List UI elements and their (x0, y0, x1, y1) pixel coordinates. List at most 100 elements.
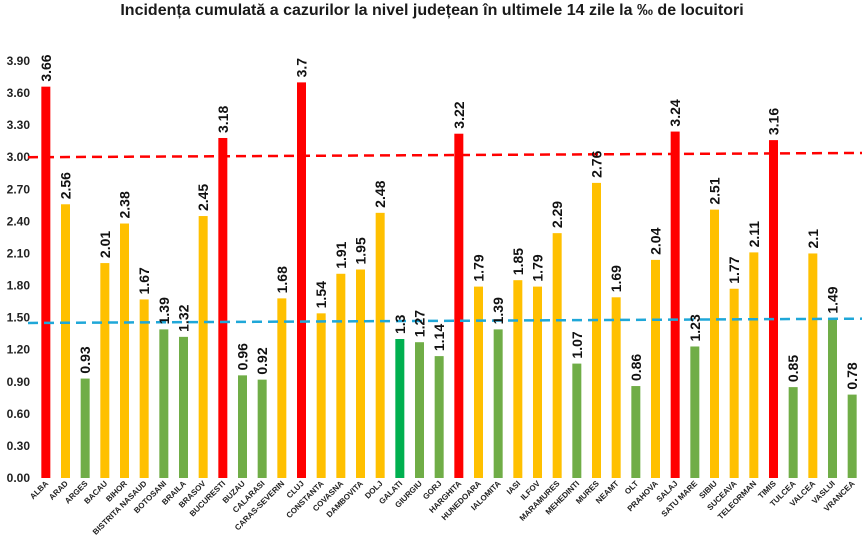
chart-title: Incidența cumulată a cazurilor la nivel … (120, 2, 744, 19)
data-label: 1.69 (608, 265, 624, 292)
data-label: 3.18 (215, 106, 231, 133)
bar (80, 378, 90, 478)
bar (533, 286, 542, 478)
bar (257, 379, 267, 478)
data-label: 1.91 (333, 241, 349, 268)
y-tick-label: 0.00 (7, 471, 31, 485)
data-label: 1.79 (471, 254, 487, 281)
bar (120, 223, 129, 478)
y-tick-label: 2.70 (7, 182, 31, 196)
bar (415, 342, 424, 478)
data-label: 1.07 (569, 331, 585, 358)
data-label: 3.66 (38, 54, 54, 81)
data-label: 1.54 (313, 281, 329, 308)
data-label: 2.56 (58, 172, 74, 199)
y-tick-label: 3.60 (7, 86, 31, 100)
bar (61, 204, 70, 478)
y-tick-label: 2.10 (7, 246, 31, 260)
data-label: 1.95 (353, 237, 369, 264)
bars (41, 82, 857, 479)
bar (493, 329, 503, 478)
y-tick-label: 1.50 (7, 311, 31, 325)
data-label: 0.93 (77, 346, 93, 373)
y-tick-label: 3.90 (7, 54, 31, 68)
bar (710, 209, 719, 478)
bar (375, 212, 385, 479)
y-tick-label: 2.40 (7, 214, 31, 228)
bar (552, 233, 562, 478)
bar (297, 82, 306, 478)
data-label: 3.22 (451, 101, 467, 128)
bar (474, 286, 483, 478)
data-label: 2.38 (117, 191, 133, 218)
data-labels: 3.662.560.932.012.381.671.39 1.322.453.18… (38, 54, 860, 389)
data-label: 1.14 (431, 324, 447, 351)
bar (159, 329, 169, 478)
data-label: 1.23 (687, 314, 703, 341)
y-tick-label: 0.60 (7, 407, 31, 421)
bar (434, 356, 444, 478)
y-tick-label: 1.20 (7, 343, 31, 357)
bar (828, 318, 837, 478)
bar (690, 346, 700, 478)
data-label: 1.49 (825, 286, 841, 313)
data-label: 2.45 (195, 184, 211, 211)
data-label: 2.29 (549, 201, 565, 228)
bar (670, 131, 680, 479)
data-label: 2.04 (648, 227, 664, 254)
bar (572, 363, 582, 478)
bar (198, 216, 208, 479)
bar (808, 253, 818, 478)
bar (100, 263, 110, 478)
data-label: 1.39 (490, 297, 506, 324)
data-label: 1.68 (274, 266, 290, 293)
bar (513, 280, 523, 478)
data-label: 1.32 (176, 304, 192, 331)
bar (41, 86, 51, 479)
x-tick-label: ALBA (28, 479, 50, 501)
data-label: 0.92 (254, 347, 270, 374)
data-label: 2.01 (97, 231, 113, 258)
data-label: 2.51 (707, 177, 723, 204)
bar (139, 299, 149, 478)
data-label: 0.85 (785, 355, 801, 382)
y-tick-label: 3.30 (7, 118, 31, 132)
reference-lines (27, 151, 863, 325)
bar (611, 297, 621, 478)
reference-line (27, 151, 863, 159)
data-label: 3.7 (294, 58, 310, 78)
data-label: 2.11 (746, 221, 762, 248)
bar (356, 269, 365, 478)
data-label: 3.16 (766, 108, 782, 135)
bar (788, 387, 798, 478)
bar (729, 288, 739, 478)
bar (277, 298, 287, 478)
reference-line (27, 317, 863, 325)
bar (395, 339, 405, 478)
y-tick-label: 0.30 (7, 439, 31, 453)
data-label: 2.76 (589, 150, 605, 177)
y-tick-label: 3.00 (7, 150, 31, 164)
data-label: 3.24 (667, 99, 683, 126)
data-label: 1.77 (726, 256, 742, 283)
data-label: 1.79 (530, 254, 546, 281)
bar (238, 375, 247, 478)
y-tick-label: 1.80 (7, 279, 31, 293)
bar (218, 137, 228, 478)
bar (749, 252, 759, 478)
data-label: 0.78 (844, 362, 860, 389)
data-label: 2.1 (805, 229, 821, 249)
data-label: 1.39 (156, 297, 172, 324)
bar (631, 386, 641, 478)
bar (592, 182, 601, 478)
data-label: 1.3 (392, 314, 408, 334)
data-label: 0.86 (628, 354, 644, 381)
bar (316, 313, 326, 478)
bar (769, 140, 778, 478)
bar (179, 336, 188, 478)
y-axis: 0.00 0.30 0.60 0.90 1.20 1.50 1.80 2.10 2.40 2.70… (7, 54, 31, 485)
data-label: 1.85 (510, 248, 526, 275)
bar (847, 394, 857, 478)
